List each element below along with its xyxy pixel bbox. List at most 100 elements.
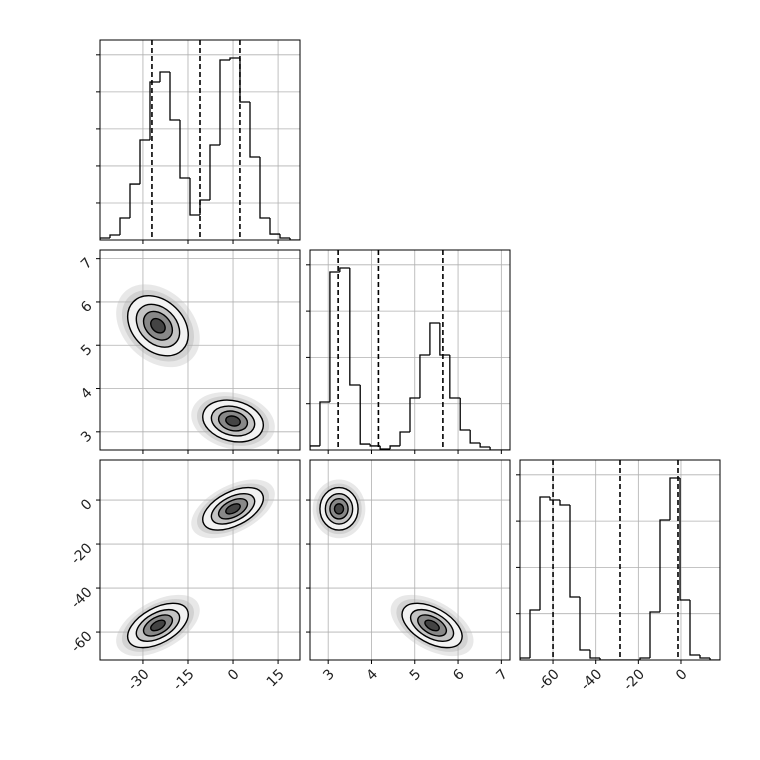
contour (333, 503, 345, 515)
y-tick-label: 3 (78, 428, 96, 446)
panel: -30 -15 0 15 -60 -40 -20 0 (68, 459, 301, 694)
histogram-step (409, 397, 420, 433)
histogram-step (389, 445, 401, 450)
histogram-step (569, 505, 580, 598)
x-tick-label: 6 (450, 666, 468, 684)
y-tick-label: -20 (68, 540, 95, 567)
x-tick-label: 5 (407, 666, 425, 684)
histogram-step (709, 657, 720, 660)
histogram-step (199, 199, 210, 215)
histogram-step (329, 271, 340, 403)
histogram-step (459, 397, 471, 431)
histogram-step (349, 267, 361, 386)
x-tick-label: 4 (364, 666, 382, 684)
plot-area (116, 479, 275, 657)
plot-area (116, 284, 275, 450)
panel-frame (99, 249, 301, 451)
x-tick-label: -15 (170, 666, 197, 693)
x-tick-label: 0 (225, 666, 243, 684)
histogram-step (129, 183, 140, 218)
histogram-step (379, 445, 391, 450)
panel (96, 39, 301, 244)
x-tick-label: -30 (125, 666, 152, 693)
histogram-step (539, 496, 550, 610)
panel-frame (99, 39, 301, 241)
histogram-step (169, 72, 180, 121)
histogram-step (369, 444, 381, 447)
panel-frame (309, 459, 511, 661)
histogram-step (249, 102, 260, 158)
histogram-step (429, 322, 440, 355)
histogram-step (399, 431, 410, 446)
contour (424, 619, 440, 632)
contour (225, 503, 241, 515)
histogram-step (589, 650, 600, 659)
histogram-step (339, 267, 350, 273)
histogram-step (679, 477, 690, 601)
histogram-step (259, 157, 270, 219)
histogram-step (549, 497, 560, 501)
histogram-step (159, 71, 170, 83)
panel-frame (519, 459, 721, 661)
histogram-step (649, 611, 660, 658)
panel-frame (309, 249, 511, 451)
histogram-step (579, 597, 590, 651)
plot-area (310, 250, 510, 450)
histogram-step (269, 217, 280, 235)
contour (150, 317, 166, 334)
histogram-step (419, 354, 430, 398)
y-tick-label: 5 (78, 342, 96, 360)
contour (150, 619, 166, 632)
histogram-step (109, 234, 120, 238)
histogram-step (449, 355, 461, 399)
histogram-step (289, 237, 300, 240)
histogram-step (469, 430, 481, 444)
histogram-step (599, 657, 610, 660)
plot-area (312, 479, 474, 657)
y-tick-label: -60 (68, 628, 95, 655)
plot-area (100, 40, 300, 240)
histogram-step (559, 500, 570, 506)
x-tick-label: -20 (621, 666, 648, 693)
x-tick-label: 7 (493, 666, 511, 684)
histogram-step (529, 609, 540, 658)
histogram-step (149, 81, 160, 140)
histogram-step (179, 120, 190, 179)
histogram-step (639, 657, 650, 660)
histogram-step (239, 57, 250, 103)
histogram-step (439, 322, 450, 356)
panel (306, 249, 511, 454)
histogram-step (319, 401, 330, 446)
x-tick-label: 3 (320, 666, 338, 684)
histogram-step (139, 139, 150, 185)
histogram-step (189, 177, 200, 216)
x-tick-label: -40 (578, 666, 605, 693)
plot-area (520, 460, 720, 660)
panel: -60 -40 -20 0 (516, 459, 721, 694)
histogram-step (219, 59, 230, 145)
histogram-step (359, 385, 371, 445)
panel-frame (99, 459, 301, 661)
y-tick-label: 0 (78, 496, 96, 514)
histogram-step (119, 217, 130, 235)
histogram-step (669, 477, 680, 520)
histogram-step (479, 442, 491, 448)
x-tick-label: 0 (673, 666, 691, 684)
x-tick-label: 15 (264, 666, 288, 690)
histogram-step (229, 57, 240, 60)
histogram-step (689, 600, 700, 656)
histogram-step (699, 655, 710, 659)
histogram-step (659, 519, 670, 613)
y-tick-label: -40 (68, 584, 95, 611)
histogram-step (520, 657, 530, 660)
x-tick-label: -60 (535, 666, 562, 693)
histogram-step (489, 447, 501, 450)
histogram-step (209, 144, 220, 200)
panel: 3 4 5 6 7 (78, 249, 301, 454)
contour (225, 415, 241, 427)
y-tick-label: 4 (78, 385, 96, 403)
histogram-step (310, 445, 320, 450)
histogram-step (100, 237, 110, 240)
y-tick-label: 7 (78, 255, 96, 273)
